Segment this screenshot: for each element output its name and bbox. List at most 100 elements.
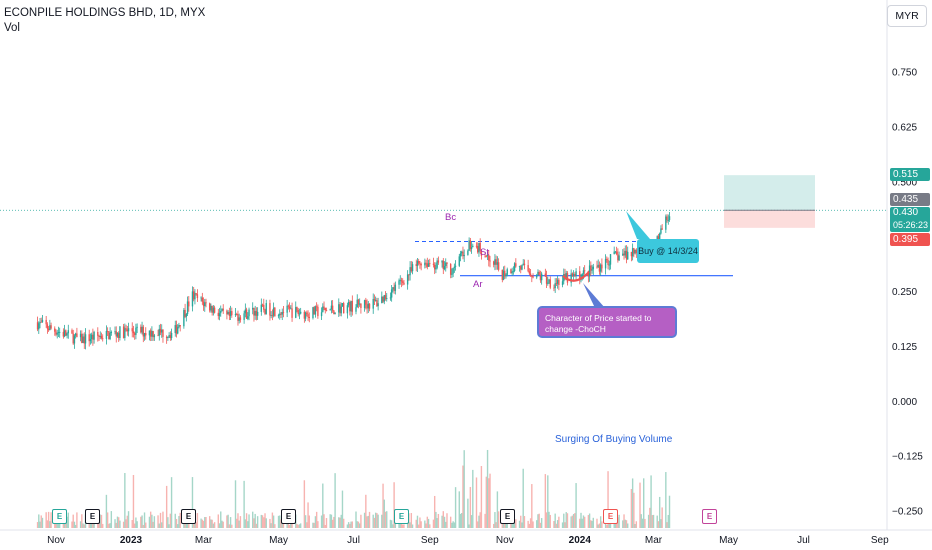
candle xyxy=(312,306,314,320)
x-tick-label: Mar xyxy=(645,535,663,546)
volume-bar xyxy=(623,514,625,528)
volume-bar xyxy=(599,516,602,528)
volume-bar xyxy=(339,517,341,528)
volume-bar xyxy=(523,516,526,528)
currency-button[interactable]: MYR xyxy=(887,5,927,27)
earnings-event-marker[interactable]: E xyxy=(394,509,409,524)
candle-body xyxy=(658,233,661,245)
choch-note[interactable]: Character of Price started to change -Ch… xyxy=(537,306,677,338)
candle-body xyxy=(338,304,340,313)
candle xyxy=(136,323,138,334)
volume-bar xyxy=(665,472,667,528)
volume-bar xyxy=(634,524,636,528)
earnings-event-marker[interactable]: E xyxy=(281,509,296,524)
volume-bar xyxy=(446,513,448,528)
earnings-event-marker[interactable]: E xyxy=(52,509,67,524)
volume-bar xyxy=(140,516,142,528)
candle xyxy=(324,307,326,314)
symbol-title[interactable]: ECONPILE HOLDINGS BHD, 1D, MYX xyxy=(4,7,206,19)
candle-body xyxy=(185,314,188,317)
volume-bar xyxy=(442,511,444,528)
candle xyxy=(141,321,143,335)
candle-body xyxy=(55,331,57,335)
candle-body xyxy=(356,299,358,308)
candle xyxy=(540,271,543,285)
candle xyxy=(65,329,67,337)
candle-body xyxy=(537,271,539,276)
candle-body xyxy=(82,336,84,343)
earnings-event-marker[interactable]: E xyxy=(85,509,100,524)
volume-bar xyxy=(322,483,324,528)
volume-bar xyxy=(330,514,333,528)
candle xyxy=(537,269,539,276)
candle xyxy=(355,304,357,315)
candle xyxy=(608,260,610,271)
candle xyxy=(148,330,151,341)
candle-body xyxy=(237,314,239,321)
candle-body xyxy=(291,308,293,318)
candle xyxy=(523,259,526,270)
candle-body xyxy=(66,333,68,336)
candle-body xyxy=(204,302,206,307)
candle xyxy=(313,305,315,315)
candle-body xyxy=(624,250,626,256)
volume-indicator-label[interactable]: Vol xyxy=(4,22,20,34)
volume-bar xyxy=(217,514,219,528)
candle xyxy=(132,325,135,338)
candle-body xyxy=(307,314,309,317)
candle-body xyxy=(495,259,497,265)
volume-bar xyxy=(504,522,506,528)
volume-note: Surging Of Buying Volume xyxy=(555,434,673,445)
volume-bar xyxy=(652,514,655,528)
candle xyxy=(54,326,56,336)
candle xyxy=(506,267,508,277)
volume-bar xyxy=(545,512,548,528)
earnings-event-marker[interactable]: E xyxy=(603,509,618,524)
candle xyxy=(210,303,212,313)
volume-bar xyxy=(532,521,534,528)
earnings-event-marker[interactable]: E xyxy=(702,509,717,524)
candle xyxy=(234,307,237,317)
candle xyxy=(84,328,87,350)
volume-bar xyxy=(644,518,646,528)
volume-bar xyxy=(74,524,77,528)
candle-body xyxy=(493,261,495,265)
candle-body xyxy=(100,335,103,339)
candle-body xyxy=(226,310,228,315)
candle-body xyxy=(72,333,74,344)
candle-body xyxy=(532,276,534,278)
volume-bar xyxy=(229,517,232,528)
candle xyxy=(274,306,276,317)
candle-body xyxy=(124,328,126,338)
volume-bar xyxy=(651,515,654,528)
candle-body xyxy=(261,304,264,306)
candle xyxy=(427,259,430,267)
candle-body xyxy=(418,261,420,264)
volume-bar xyxy=(108,523,110,528)
candle xyxy=(399,275,401,285)
candle-body xyxy=(127,328,130,332)
candle xyxy=(356,294,358,308)
volume-bar xyxy=(72,514,74,528)
candle-body xyxy=(539,274,542,281)
volume-bar xyxy=(133,523,136,528)
candle xyxy=(518,265,521,272)
candle xyxy=(81,330,83,344)
earnings-event-marker[interactable]: E xyxy=(181,509,196,524)
candle-body xyxy=(449,263,452,275)
candle xyxy=(58,327,61,338)
candle-body xyxy=(528,271,531,274)
candle xyxy=(49,319,51,331)
buy-note[interactable]: Buy @ 14/3/24 xyxy=(637,239,699,263)
volume-bar xyxy=(400,522,403,528)
candle-body xyxy=(151,331,153,337)
candle xyxy=(443,261,446,271)
candle xyxy=(441,260,443,268)
candle xyxy=(458,254,460,268)
earnings-event-marker[interactable]: E xyxy=(500,509,515,524)
volume-bar xyxy=(243,480,245,528)
volume-bar xyxy=(410,513,413,528)
volume-bar xyxy=(639,482,641,528)
volume-bar xyxy=(368,511,371,528)
